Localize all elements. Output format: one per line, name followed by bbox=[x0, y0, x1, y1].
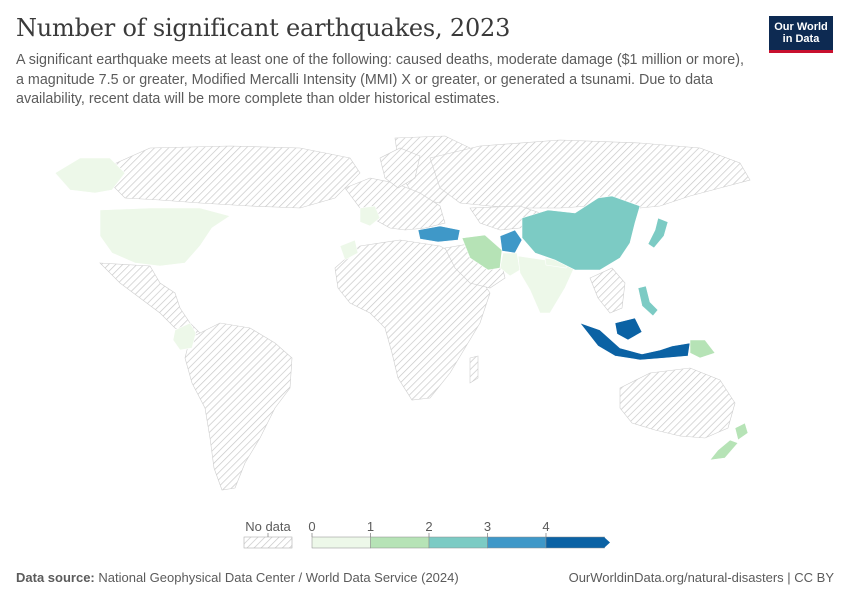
country-colombia bbox=[172, 322, 197, 351]
country-united-states bbox=[99, 207, 231, 267]
russia-shape bbox=[429, 139, 751, 211]
scandinavia-shape bbox=[379, 147, 421, 189]
country-pakistan bbox=[499, 252, 521, 277]
country-new-zealand bbox=[709, 422, 749, 461]
chart-title: Number of significant earthquakes, 2023 bbox=[16, 14, 511, 42]
no-data-swatch bbox=[243, 536, 293, 549]
legend-tick-label-3: 3 bbox=[483, 519, 492, 534]
data-source-label: Data source: bbox=[16, 570, 95, 585]
australia-shape bbox=[619, 367, 736, 439]
country-france bbox=[359, 205, 381, 227]
country-china bbox=[521, 195, 641, 271]
no-data-label: No data bbox=[245, 519, 291, 534]
legend-tick-label-1: 1 bbox=[366, 519, 375, 534]
country-papua-new-guinea bbox=[689, 339, 716, 359]
legend-bin-3 bbox=[487, 536, 547, 549]
country-japan bbox=[647, 217, 669, 249]
owid-logo[interactable]: Our World in Data bbox=[769, 16, 833, 53]
legend-bin-4 bbox=[545, 536, 605, 549]
logo-line-1: Our World bbox=[774, 21, 828, 33]
country-turkey bbox=[417, 225, 461, 243]
africa-shape bbox=[334, 239, 491, 401]
chart-subtitle: A significant earthquake meets at least … bbox=[16, 52, 744, 107]
northern-canada-shape bbox=[104, 145, 361, 209]
south-america-shape bbox=[184, 322, 293, 491]
country-afghanistan bbox=[499, 229, 523, 254]
data-source: Data source: National Geophysical Data C… bbox=[16, 570, 459, 585]
legend-bin-0 bbox=[311, 536, 371, 549]
country-philippines bbox=[637, 285, 659, 317]
madagascar-shape bbox=[469, 355, 479, 384]
data-source-text[interactable]: National Geophysical Data Center / World… bbox=[98, 570, 459, 585]
legend-bin-2 bbox=[428, 536, 488, 549]
legend-tick-label-4: 4 bbox=[542, 519, 550, 534]
country-indonesia-borneo bbox=[614, 317, 643, 341]
legend-tick-label-0: 0 bbox=[308, 519, 316, 534]
logo-line-2: in Data bbox=[782, 33, 820, 45]
legend-tick-label-2: 2 bbox=[425, 519, 433, 534]
color-legend bbox=[243, 533, 610, 549]
country-morocco bbox=[339, 239, 359, 261]
southeast-asia-shape bbox=[589, 267, 626, 314]
country-canada bbox=[54, 157, 126, 194]
legend-bin-1 bbox=[370, 536, 430, 549]
legend-arrow bbox=[604, 537, 610, 548]
source-url[interactable]: OurWorldinData.org/natural-disasters | C… bbox=[568, 570, 834, 585]
world-map bbox=[54, 135, 751, 491]
